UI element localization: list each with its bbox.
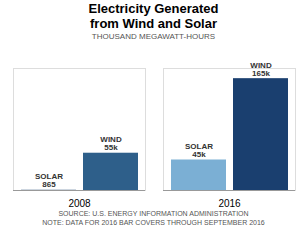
svg-text:SOLAR865: SOLAR865 (35, 172, 63, 189)
svg-text:2016: 2016 (218, 198, 241, 209)
svg-text:WIND165k: WIND165k (250, 61, 272, 78)
svg-text:2008: 2008 (68, 198, 91, 209)
svg-text:SOLAR45k: SOLAR45k (185, 142, 213, 159)
svg-text:WIND55k: WIND55k (100, 135, 122, 152)
html-text:Electricity Generated from Win: Electricity Generated from Wind and Sola… (88, 1, 219, 31)
html-text:SOURCE: U.S. ENERGY INFORMATIO: SOURCE: U.S. ENERGY INFORMATION ADMINIST… (42, 210, 265, 226)
html-text:THOUSAND MEGAWATT-HOURS: THOUSAND MEGAWATT-HOURS (91, 31, 216, 41)
